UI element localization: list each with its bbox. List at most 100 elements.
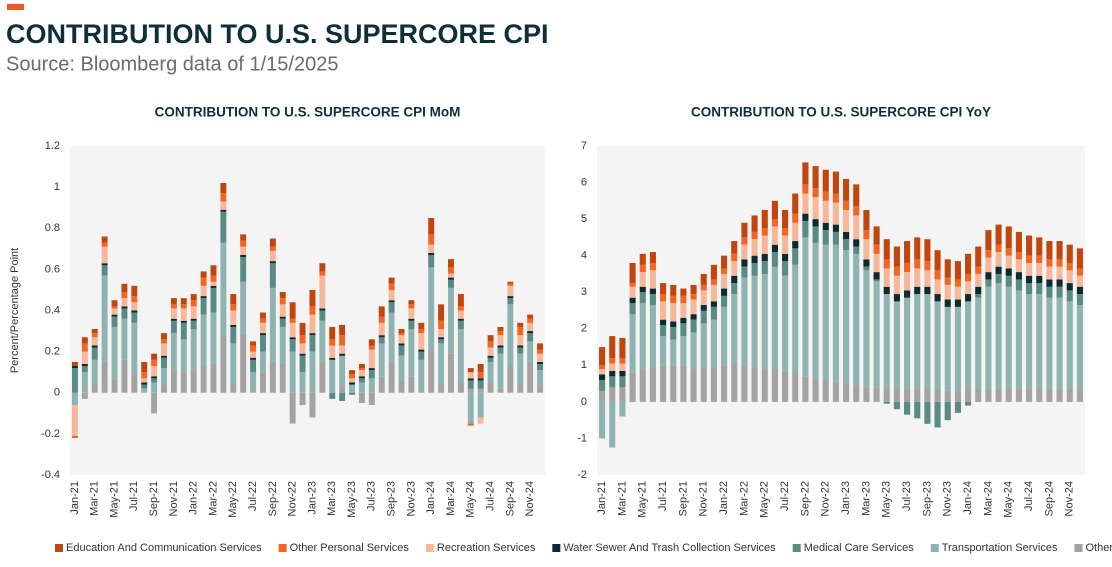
y-tick-label: 1.2	[45, 140, 60, 152]
bar-segment	[761, 253, 768, 262]
bar-segment	[269, 250, 276, 262]
bar-segment	[812, 166, 819, 189]
bar-segment	[649, 305, 656, 368]
bar-segment	[418, 351, 425, 360]
bar-segment	[517, 322, 524, 327]
x-tick-label: May-22	[759, 481, 771, 518]
bar-segment	[349, 370, 355, 375]
bar-segment	[477, 392, 484, 418]
bar-segment	[101, 242, 108, 247]
x-tick-label: Mar-22	[207, 481, 219, 516]
bar-segment	[398, 380, 405, 393]
bar-segment	[944, 390, 951, 402]
bar-segment	[924, 270, 931, 287]
bar-segment	[438, 304, 445, 321]
bar-segment	[260, 312, 266, 319]
bar-segment	[438, 384, 445, 393]
bar-segment	[457, 329, 464, 383]
bar-segment	[619, 358, 626, 364]
bar-segment	[934, 389, 941, 402]
bar-segment	[843, 239, 850, 251]
bar-segment	[1076, 248, 1083, 269]
bar-segment	[220, 242, 227, 336]
bar-segment	[741, 277, 748, 366]
bar-segment	[741, 365, 748, 402]
bar-segment	[914, 401, 921, 419]
bar-segment	[883, 389, 890, 402]
bar-segment	[448, 279, 454, 288]
bar-segment	[1066, 270, 1073, 284]
bar-segment	[71, 368, 78, 393]
bar-segment	[995, 224, 1002, 245]
bar-segment	[843, 178, 850, 201]
bar-segment	[1066, 301, 1073, 390]
bar-segment	[111, 326, 118, 379]
y-tick-label: -2	[577, 469, 587, 481]
bar-segment	[398, 333, 405, 336]
bar-segment	[497, 335, 504, 346]
bar-segment	[649, 252, 656, 263]
bar-segment	[358, 368, 365, 371]
bar-segment	[329, 345, 336, 358]
legend-swatch	[278, 544, 287, 552]
bar-segment	[853, 215, 860, 240]
bar-segment	[609, 401, 616, 448]
bar-segment	[527, 322, 534, 332]
bar-segment	[1015, 279, 1022, 291]
bar-segment	[210, 285, 217, 288]
bar-segment	[151, 392, 158, 414]
bar-segment	[1026, 389, 1033, 402]
bar-segment	[230, 326, 237, 344]
bar-segment	[914, 259, 921, 269]
bar-segment	[131, 310, 138, 313]
bar-segment	[1046, 389, 1053, 402]
bar-segment	[995, 389, 1002, 402]
bar-segment	[428, 252, 435, 255]
bar-segment	[517, 384, 524, 393]
bar-segment	[944, 401, 951, 421]
bar-segment	[802, 237, 809, 377]
bar-segment	[954, 286, 961, 300]
bar-segment	[1046, 286, 1053, 298]
y-tick-label: 1	[581, 359, 587, 371]
x-tick-label: Nov-21	[698, 481, 710, 516]
bar-segment	[378, 343, 385, 377]
bar-segment	[609, 358, 616, 364]
bar-segment	[497, 345, 504, 348]
bar-segment	[289, 337, 296, 340]
bar-segment	[893, 266, 900, 276]
bar-segment	[853, 239, 860, 247]
chart-title: CONTRIBUTION TO U.S. SUPERCORE CPI MoM	[155, 105, 461, 120]
bar-segment	[629, 372, 636, 402]
bar-segment	[279, 363, 286, 393]
bar-segment	[629, 303, 636, 315]
x-tick-label: Nov-24	[524, 481, 536, 516]
bar-segment	[619, 401, 626, 417]
bar-segment	[418, 322, 425, 330]
x-tick-label: May-24	[1003, 481, 1015, 518]
bar-segment	[1015, 231, 1022, 253]
bar-segment	[731, 241, 738, 254]
bar-segment	[299, 322, 306, 336]
bar-segment	[934, 294, 941, 302]
bar-segment	[832, 202, 839, 225]
bar-segment	[812, 378, 819, 402]
bar-segment	[517, 335, 524, 346]
bar-segment	[924, 239, 931, 262]
bar-segment	[1076, 268, 1083, 276]
x-tick-label: Nov-22	[287, 481, 299, 516]
legend-label: Water Sewer And Trash Collection Service…	[563, 542, 776, 554]
bar-segment	[200, 277, 207, 286]
bar-segment	[477, 388, 484, 393]
y-tick-label: 3	[581, 286, 587, 298]
bar-segment	[408, 318, 415, 321]
bar-segment	[517, 347, 524, 354]
bar-segment	[853, 246, 860, 254]
bar-segment	[954, 306, 961, 391]
bar-segment	[934, 401, 941, 428]
legend-swatch	[425, 544, 434, 552]
bar-segment	[1046, 241, 1053, 260]
bar-segment	[710, 319, 717, 368]
bar-segment	[1026, 255, 1033, 263]
bar-segment	[457, 318, 464, 321]
